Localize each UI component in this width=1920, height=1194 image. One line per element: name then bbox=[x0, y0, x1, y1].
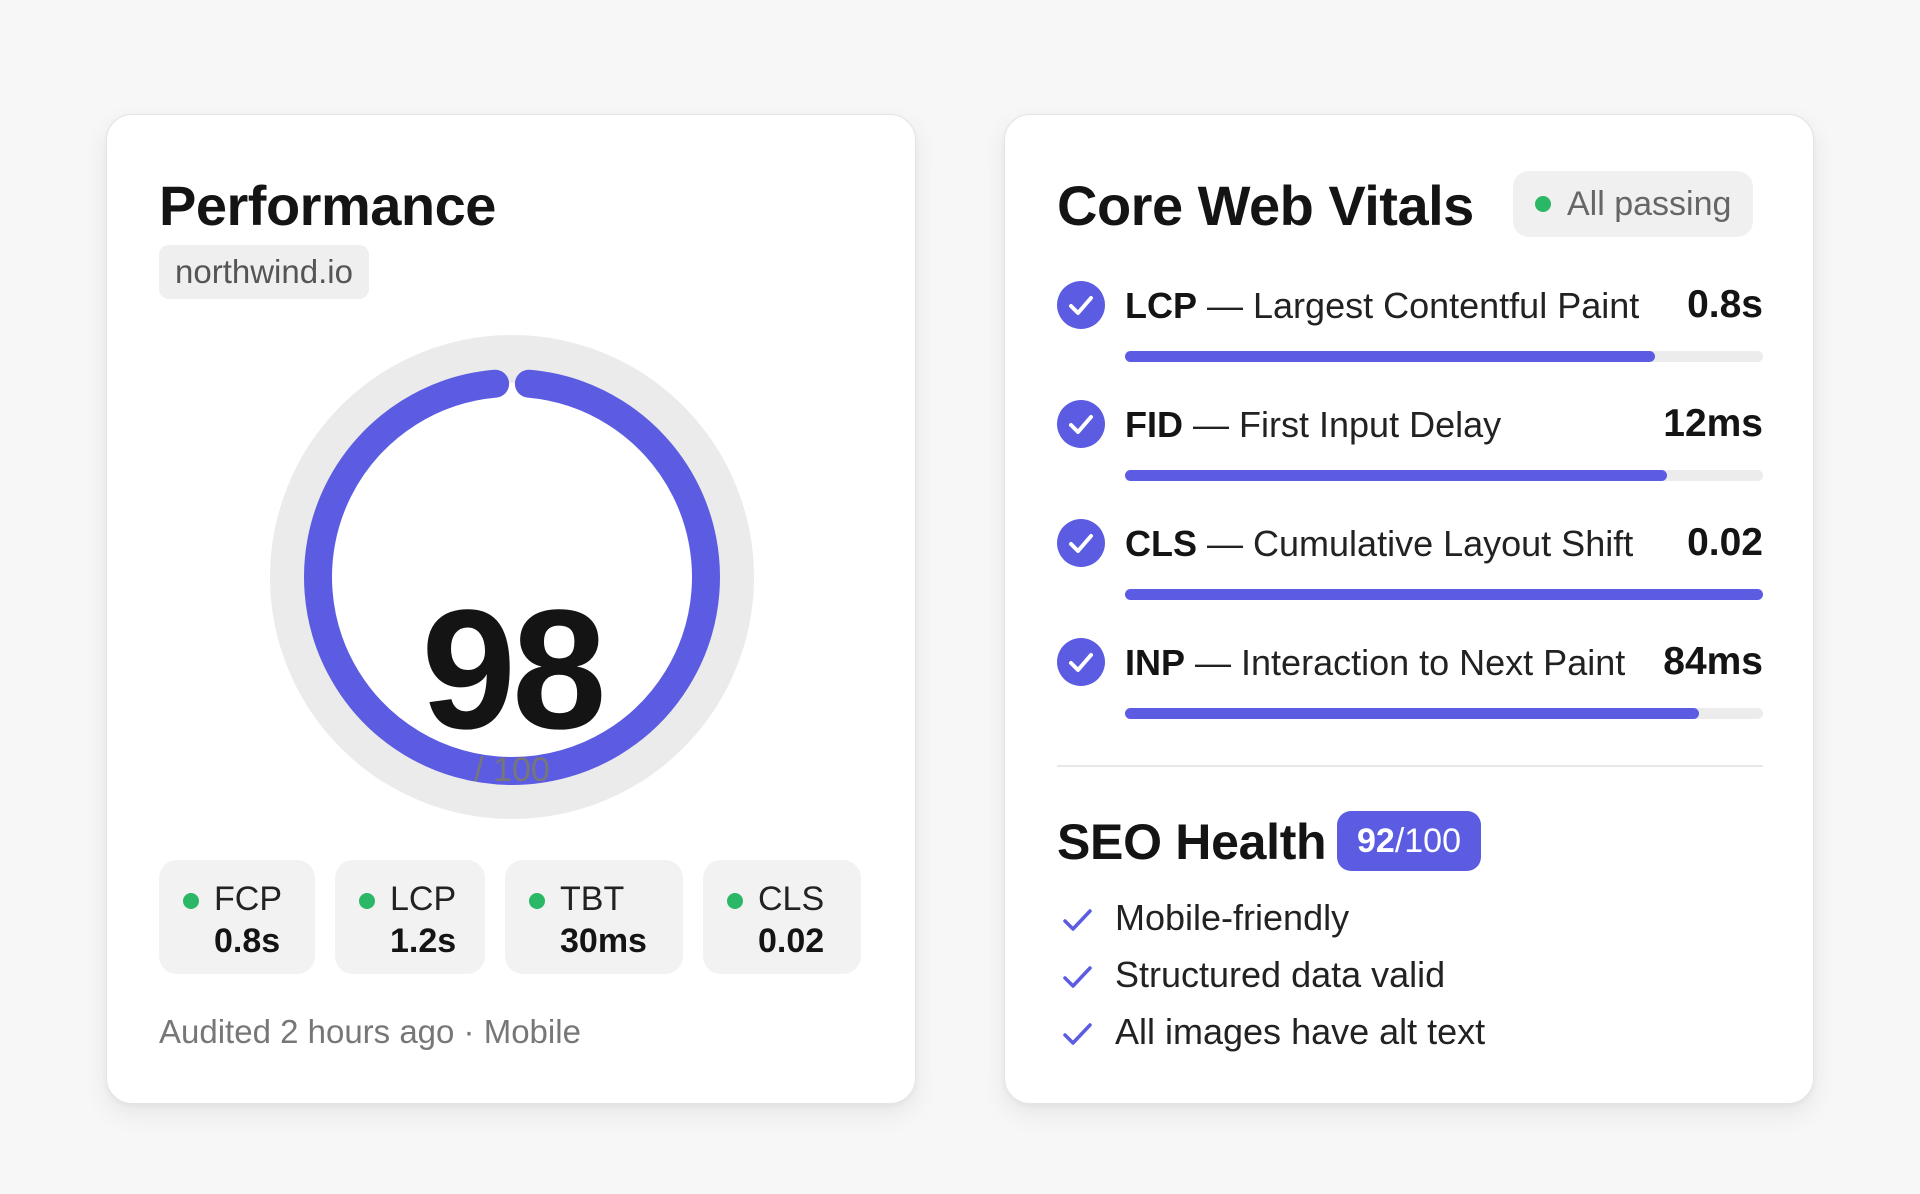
vital-progress-track bbox=[1125, 470, 1763, 481]
seo-score: 92 bbox=[1357, 822, 1395, 860]
vital-separator: — bbox=[1197, 285, 1254, 326]
vital-progress-track bbox=[1125, 589, 1763, 600]
metric-name: TBT bbox=[560, 880, 625, 918]
site-chip[interactable]: northwind.io bbox=[159, 245, 369, 299]
metric-chip-tbt[interactable]: TBT 30ms bbox=[505, 860, 683, 974]
vital-row-cls[interactable]: CLS — Cumulative Layout Shift 0.02 bbox=[1057, 517, 1763, 617]
check-circle-icon bbox=[1057, 519, 1105, 567]
vital-name: Largest Contentful Paint bbox=[1253, 285, 1640, 326]
gauge-inner-face bbox=[342, 407, 682, 747]
status-dot-icon bbox=[1535, 196, 1551, 212]
vital-name: First Input Delay bbox=[1239, 404, 1502, 445]
vital-name: Cumulative Layout Shift bbox=[1253, 523, 1634, 564]
vital-progress-fill bbox=[1125, 589, 1763, 600]
metric-value: 1.2s bbox=[390, 922, 457, 960]
metric-name: FCP bbox=[214, 880, 282, 918]
vital-progress-fill bbox=[1125, 470, 1668, 481]
metric-name: CLS bbox=[758, 880, 825, 918]
section-divider bbox=[1057, 765, 1763, 767]
score-gauge bbox=[270, 335, 754, 819]
vital-separator: — bbox=[1183, 404, 1240, 445]
metric-value: 0.02 bbox=[758, 922, 825, 960]
vital-separator: — bbox=[1197, 523, 1254, 564]
vital-label: CLS — Cumulative Layout Shift bbox=[1125, 523, 1633, 565]
status-label: All passing bbox=[1567, 184, 1732, 223]
vital-value: 12ms bbox=[1663, 402, 1763, 445]
vital-abbr: FID bbox=[1125, 404, 1183, 445]
vital-progress-fill bbox=[1125, 351, 1655, 362]
seo-check-text: All images have alt text bbox=[1115, 1011, 1486, 1052]
vital-label: LCP — Largest Contentful Paint bbox=[1125, 285, 1639, 327]
check-icon bbox=[1063, 909, 1092, 931]
performance-score: 98 bbox=[421, 575, 606, 765]
metric-chip-cls[interactable]: CLS 0.02 bbox=[703, 860, 861, 974]
metric-value: 30ms bbox=[560, 922, 647, 960]
vital-progress-track bbox=[1125, 351, 1763, 362]
metric-chip-lcp[interactable]: LCP 1.2s bbox=[335, 860, 485, 974]
status-dot-icon bbox=[727, 893, 743, 909]
vital-value: 84ms bbox=[1663, 640, 1763, 683]
performance-card: Performance northwind.io 98 / 100 FCP 0.… bbox=[106, 114, 916, 1104]
vital-progress-track bbox=[1125, 708, 1763, 719]
audit-footer: Audited 2 hours ago · Mobile bbox=[159, 1013, 581, 1050]
vital-label: INP — Interaction to Next Paint bbox=[1125, 642, 1625, 684]
check-circle-icon bbox=[1057, 281, 1105, 329]
seo-check-text: Mobile-friendly bbox=[1115, 897, 1350, 938]
metric-chip-fcp[interactable]: FCP 0.8s bbox=[159, 860, 315, 974]
vital-row-fid[interactable]: FID — First Input Delay 12ms bbox=[1057, 398, 1763, 498]
check-circle-icon bbox=[1057, 638, 1105, 686]
vital-row-lcp[interactable]: LCP — Largest Contentful Paint 0.8s bbox=[1057, 279, 1763, 379]
check-icon bbox=[1063, 1023, 1092, 1045]
vital-value: 0.8s bbox=[1687, 283, 1763, 326]
seo-check-text: Structured data valid bbox=[1115, 954, 1446, 995]
performance-title: Performance bbox=[159, 174, 496, 237]
seo-score-badge: 92/100 bbox=[1337, 811, 1482, 871]
status-dot-icon bbox=[529, 893, 545, 909]
gauge-progress-arc bbox=[304, 369, 720, 785]
vital-separator: — bbox=[1185, 642, 1242, 683]
metric-name: LCP bbox=[390, 880, 457, 918]
vital-abbr: CLS bbox=[1125, 523, 1197, 564]
vital-value: 0.02 bbox=[1687, 521, 1763, 564]
vital-progress-fill bbox=[1125, 708, 1700, 719]
core-web-vitals-card: Core Web Vitals All passing LCP — Larges… bbox=[1004, 114, 1814, 1104]
status-dot-icon bbox=[183, 893, 199, 909]
vital-abbr: LCP bbox=[1125, 285, 1197, 326]
vital-label: FID — First Input Delay bbox=[1125, 404, 1501, 446]
status-dot-icon bbox=[359, 893, 375, 909]
core-web-vitals-title: Core Web Vitals bbox=[1057, 174, 1474, 237]
vital-row-inp[interactable]: INP — Interaction to Next Paint 84ms bbox=[1057, 636, 1763, 736]
gauge-outer-ring bbox=[270, 335, 754, 819]
metric-value: 0.8s bbox=[214, 922, 281, 960]
performance-score-max: / 100 bbox=[474, 751, 550, 789]
check-icon bbox=[1063, 966, 1092, 988]
check-circle-icon bbox=[1057, 400, 1105, 448]
seo-health-title: SEO Health bbox=[1057, 814, 1327, 870]
vital-abbr: INP bbox=[1125, 642, 1186, 683]
status-badge: All passing bbox=[1513, 171, 1754, 237]
vital-name: Interaction to Next Paint bbox=[1241, 642, 1626, 683]
seo-score-max: /100 bbox=[1394, 822, 1462, 860]
